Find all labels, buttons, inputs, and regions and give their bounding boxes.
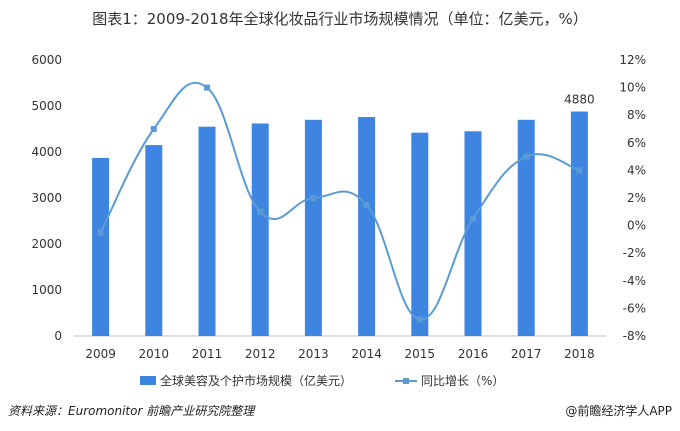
- growth-point: [150, 126, 157, 132]
- chart: 0 1000 2000 3000 4000 5000 6000 -8% -6% -4% -2% 0% 2…: [31, 53, 646, 388]
- y-left-tick-label: 4000: [31, 145, 62, 159]
- y-left-tick-label: 6000: [31, 53, 62, 67]
- x-tick-label: 2011: [192, 347, 223, 361]
- growth-point: [470, 215, 476, 222]
- bar: [251, 123, 269, 336]
- y-right-tick-label: 10%: [619, 81, 646, 95]
- y-right-tick-label: 2%: [627, 191, 646, 205]
- y-left-tick-label: 2000: [31, 237, 62, 251]
- legend-line-label: 同比增长（%）: [421, 374, 504, 388]
- growth-point: [363, 201, 370, 208]
- bar: [358, 117, 376, 336]
- y-right-tick-label: -4%: [623, 274, 646, 288]
- legend-line-marker: [403, 378, 409, 384]
- x-tick-label: 2010: [139, 347, 170, 361]
- growth-point: [204, 84, 210, 91]
- chart-title: 图表1：2009-2018年全球化妆品行业市场规模情况（单位：亿美元，%）: [92, 10, 588, 28]
- growth-point: [97, 229, 104, 236]
- bar: [92, 157, 110, 336]
- y-right-tick-label: 0%: [627, 219, 646, 233]
- y-right-tick-label: -2%: [623, 246, 646, 260]
- data-label: 4880: [564, 93, 595, 107]
- growth-point: [416, 316, 423, 323]
- bar: [304, 119, 322, 336]
- x-tick-label: 2013: [298, 347, 329, 361]
- bar: [570, 111, 588, 337]
- bar: [145, 145, 163, 336]
- growth-point: [310, 195, 317, 201]
- x-tick-label: 2012: [245, 347, 276, 361]
- y-right-tick-label: -8%: [623, 329, 646, 343]
- bar: [517, 119, 535, 336]
- y-left-tick-label: 5000: [31, 99, 62, 113]
- y-right-tick-label: 8%: [627, 108, 646, 122]
- y-left-tick-label: 3000: [31, 191, 62, 205]
- x-tick-label: 2016: [458, 347, 489, 361]
- legend-bar-swatch: [140, 376, 156, 385]
- y-right-tick-label: 6%: [627, 136, 646, 150]
- x-tick-label: 2018: [564, 347, 595, 361]
- growth-point: [576, 167, 583, 174]
- brand-credit: @前瞻经济学人APP: [565, 404, 672, 418]
- bar: [464, 131, 482, 336]
- x-tick-label: 2009: [85, 347, 116, 361]
- x-tick-label: 2015: [405, 347, 436, 361]
- growth-point: [523, 153, 530, 160]
- source-note: 资料来源：Euromonitor 前瞻产业研究院整理: [8, 404, 255, 418]
- growth-point: [257, 208, 264, 215]
- growth-line: [99, 81, 580, 321]
- legend-bar-label: 全球美容及个护市场规模（亿美元）: [160, 373, 352, 388]
- x-tick-label: 2014: [351, 347, 382, 361]
- y-left-tick-label: 1000: [31, 283, 62, 297]
- bar: [198, 126, 216, 336]
- y-right-tick-label: -6%: [623, 301, 646, 315]
- y-left-tick-label: 0: [54, 329, 62, 343]
- y-right-tick-label: 12%: [619, 53, 646, 67]
- y-right-tick-label: 4%: [627, 163, 646, 177]
- footer: 资料来源：Euromonitor 前瞻产业研究院整理 @前瞻经济学人APP: [0, 400, 680, 431]
- legend: 全球美容及个护市场规模（亿美元） 同比增长（%）: [140, 373, 504, 388]
- bar: [411, 132, 429, 336]
- x-tick-label: 2017: [511, 347, 542, 361]
